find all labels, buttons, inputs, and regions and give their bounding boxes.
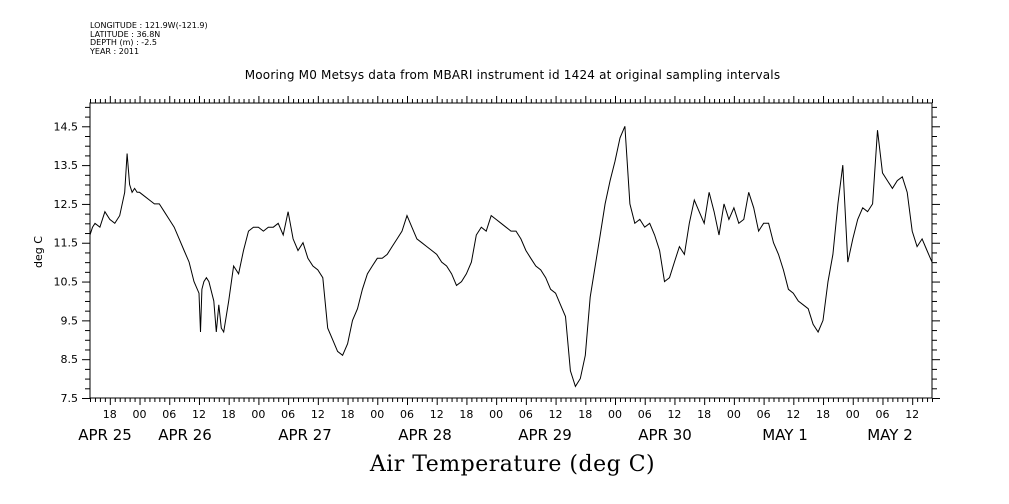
date-label: APR 30 xyxy=(638,426,692,444)
x-tick-label: 00 xyxy=(133,408,147,421)
year-text: YEAR : 2011 xyxy=(90,46,140,56)
x-tick-label: 12 xyxy=(905,408,919,421)
y-tick-label: 10.5 xyxy=(54,276,79,289)
y-tick-labels: 7.5 8.5 9.5 10.5 11.5 12.5 13.5 14.5 xyxy=(54,120,79,405)
date-label: APR 25 xyxy=(78,426,132,444)
metadata-block: LONGITUDE : 121.9W(-121.9) LATITUDE : 36… xyxy=(90,21,208,56)
y-tick-label: 13.5 xyxy=(54,159,79,172)
chart-title: Mooring M0 Metsys data from MBARI instru… xyxy=(244,68,781,82)
depth-text: DEPTH (m) : -2.5 xyxy=(90,38,157,48)
x-tick-label: 18 xyxy=(341,408,355,421)
x-tick-label: 06 xyxy=(162,408,176,421)
y-tick-label: 14.5 xyxy=(54,120,79,133)
date-label: APR 29 xyxy=(518,426,572,444)
footer-variable-label: Air Temperature (deg C) xyxy=(369,452,656,477)
x-tick-label: 00 xyxy=(846,408,860,421)
x-tick-label: 18 xyxy=(222,408,236,421)
x-tick-label: 00 xyxy=(489,408,503,421)
x-tick-label: 18 xyxy=(103,408,117,421)
x-tick-label: 06 xyxy=(757,408,771,421)
y-tick-label: 11.5 xyxy=(54,237,79,250)
longitude-text: LONGITUDE : 121.9W(-121.9) xyxy=(90,21,208,30)
x-tick-label: 12 xyxy=(786,408,800,421)
y-tick-label: 7.5 xyxy=(61,392,79,405)
date-label: APR 28 xyxy=(398,426,452,444)
x-tick-label: 00 xyxy=(608,408,622,421)
date-labels: APR 25 APR 26 APR 27 APR 28 APR 29 APR 30 MAY … xyxy=(78,426,913,444)
y-tick-label: 9.5 xyxy=(61,314,79,327)
x-tick-label: 06 xyxy=(875,408,889,421)
x-tick-label: 06 xyxy=(400,408,414,421)
x-tick-label: 12 xyxy=(430,408,444,421)
x-tick-label: 06 xyxy=(281,408,295,421)
y-tick-label: 12.5 xyxy=(54,198,79,211)
x-tick-labels: 18 00 06 12 18 00 06 12 18 00 06 12 18 00 06 12 18 00 06 12… xyxy=(103,408,919,421)
y-axis-label: deg C xyxy=(32,236,45,268)
x-tick-label: 12 xyxy=(311,408,325,421)
x-tick-label: 18 xyxy=(578,408,592,421)
x-tick-label: 12 xyxy=(192,408,206,421)
latitude-text: LATITUDE : 36.8N xyxy=(90,29,161,39)
x-tick-label: 18 xyxy=(816,408,830,421)
tick-marks xyxy=(82,96,940,405)
date-label: MAY 1 xyxy=(762,426,808,444)
x-tick-label: 18 xyxy=(459,408,473,421)
date-label: MAY 2 xyxy=(867,426,913,444)
x-tick-label: 00 xyxy=(251,408,265,421)
x-tick-label: 12 xyxy=(549,408,563,421)
x-tick-label: 06 xyxy=(638,408,652,421)
series-line-air-temperature xyxy=(89,126,933,388)
x-tick-label: 00 xyxy=(727,408,741,421)
date-label: APR 27 xyxy=(278,426,332,444)
x-tick-label: 12 xyxy=(667,408,681,421)
date-label: APR 26 xyxy=(158,426,212,444)
x-tick-label: 00 xyxy=(370,408,384,421)
y-tick-label: 8.5 xyxy=(61,353,79,366)
x-tick-label: 06 xyxy=(519,408,533,421)
plot-frame xyxy=(89,102,933,399)
x-tick-label: 18 xyxy=(697,408,711,421)
